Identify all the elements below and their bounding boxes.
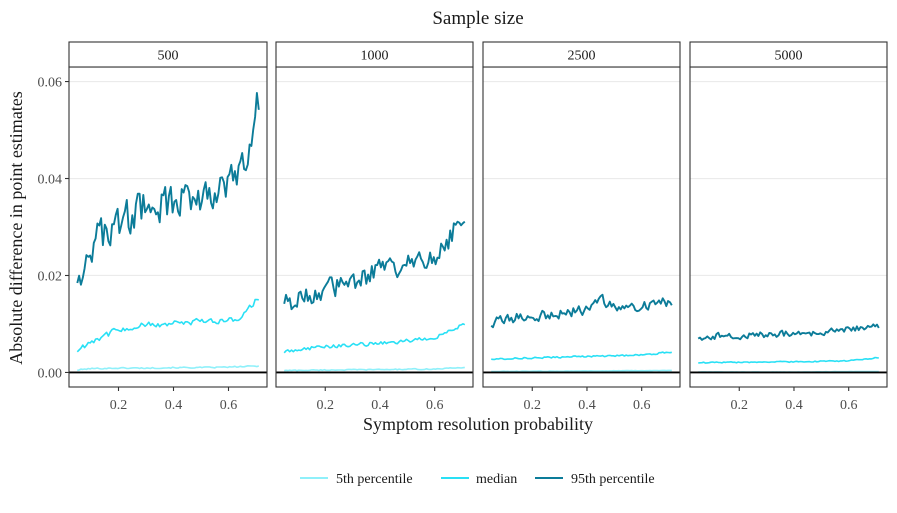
- y-axis-title: Absolute difference in point estimates: [6, 91, 26, 365]
- series-line-median: [76, 298, 259, 353]
- legend-item: median: [441, 472, 517, 487]
- facet-strip-label: 5000: [775, 49, 803, 64]
- legend: 5th percentile median 95th percentile: [300, 472, 655, 487]
- facet-strip: [482, 41, 681, 68]
- series-line-p5: [77, 364, 260, 372]
- facet-strip-label: 1000: [361, 49, 389, 64]
- facet-panel: 500 0.2 0.4 0.6: [68, 41, 268, 413]
- facet-strip: [68, 41, 268, 68]
- x-tick-label: 0.4: [165, 398, 183, 413]
- y-tick-label: 0.04: [38, 173, 63, 188]
- panel-background: [276, 67, 473, 387]
- legend-label: median: [476, 472, 517, 487]
- series-line-median: [283, 322, 466, 354]
- x-tick-label: 0.6: [633, 398, 651, 413]
- x-tick-label: 0.6: [840, 398, 858, 413]
- chart-title: Sample size: [432, 8, 523, 29]
- x-tick-label: 0.4: [785, 398, 803, 413]
- facet-strip-label: 500: [158, 49, 179, 64]
- facet-panel: 5000 0.2 0.4 0.6: [689, 41, 888, 413]
- facet-strip: [275, 41, 474, 68]
- facet-strip-label: 2500: [568, 49, 596, 64]
- y-tick-label: 0.00: [38, 366, 63, 381]
- y-axis: 0.00 0.02 0.04 0.06: [38, 76, 69, 381]
- x-tick-label: 0.4: [578, 398, 596, 413]
- x-tick-label: 0.2: [731, 398, 749, 413]
- facet-panel: 1000 0.2 0.4 0.6: [275, 41, 474, 413]
- legend-item: 5th percentile: [300, 472, 413, 487]
- x-tick-label: 0.2: [524, 398, 542, 413]
- series-line-median: [491, 351, 672, 361]
- x-tick-label: 0.2: [110, 398, 128, 413]
- y-tick-label: 0.06: [38, 76, 63, 91]
- x-tick-label: 0.4: [371, 398, 389, 413]
- y-tick-label: 0.02: [38, 269, 63, 284]
- series-line-median: [698, 356, 879, 364]
- x-tick-label: 0.6: [220, 398, 238, 413]
- facet-panel: 2500 0.2 0.4 0.6: [482, 41, 681, 413]
- facet-strip: [689, 41, 888, 68]
- panel-background: [483, 67, 680, 387]
- series-line-p5: [284, 366, 465, 372]
- series-line-p5: [491, 369, 672, 373]
- legend-item: 95th percentile: [535, 472, 655, 487]
- series-line-p95: [283, 220, 466, 311]
- series-line-p95: [697, 323, 880, 341]
- panel-background: [690, 67, 887, 387]
- series-line-p95: [490, 293, 673, 329]
- legend-label: 95th percentile: [571, 472, 655, 487]
- legend-label: 5th percentile: [336, 472, 413, 487]
- series-line-p95: [76, 92, 260, 286]
- x-tick-label: 0.2: [317, 398, 335, 413]
- x-axis-title: Symptom resolution probability: [363, 414, 593, 434]
- x-tick-label: 0.6: [426, 398, 444, 413]
